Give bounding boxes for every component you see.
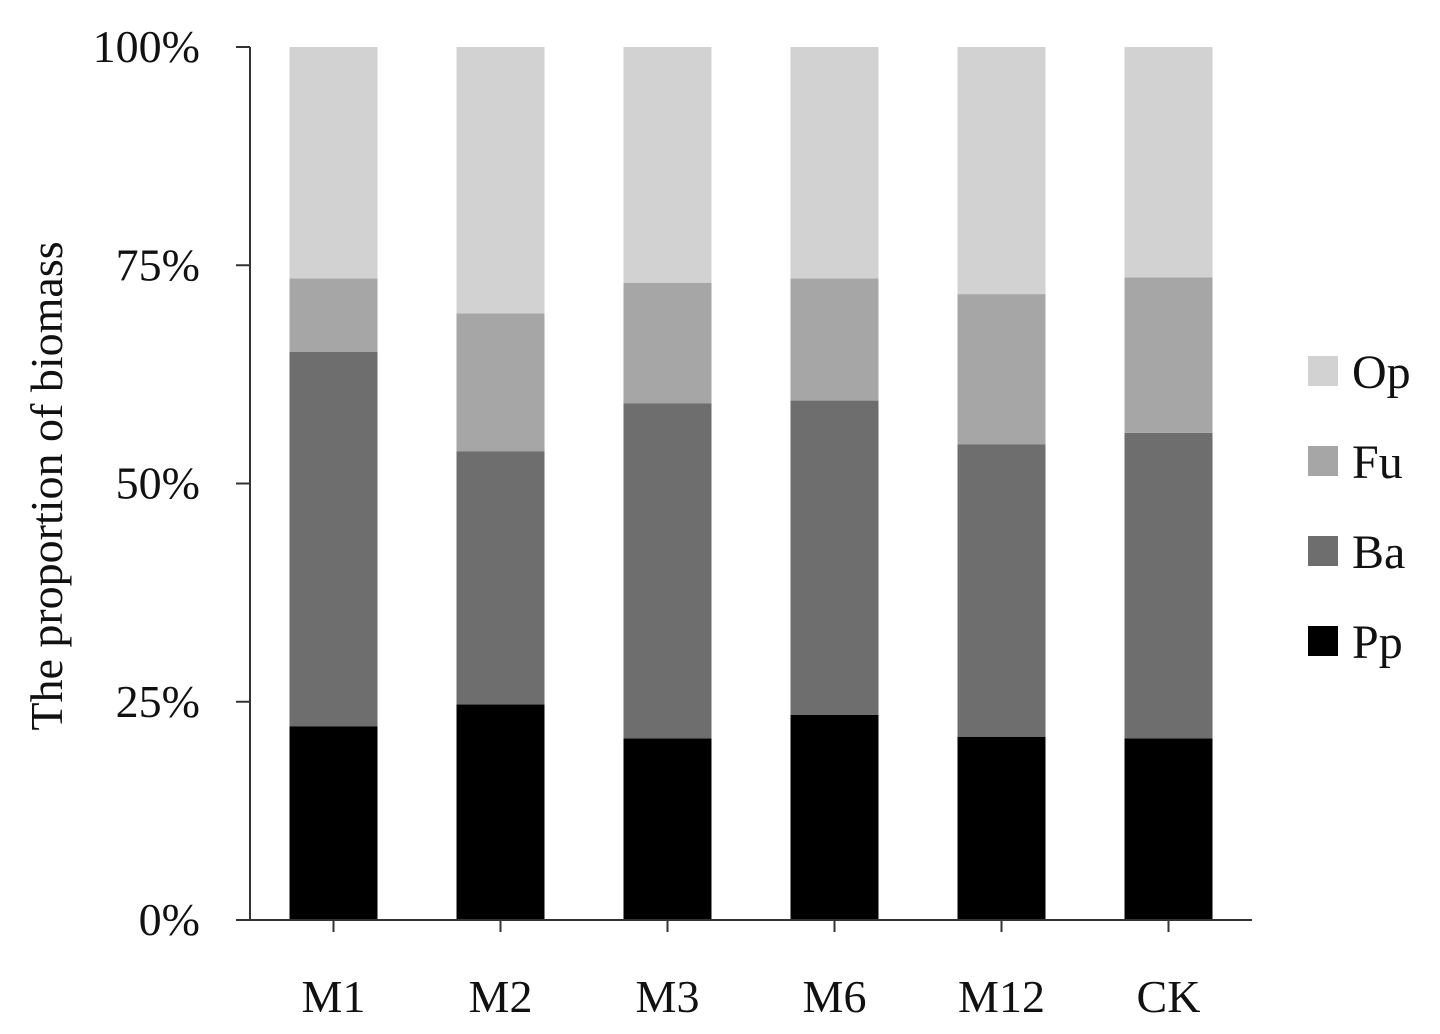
bar-m2-fu <box>456 313 545 452</box>
legend-swatch-ba <box>1308 536 1338 566</box>
bar-m12-pp <box>957 736 1046 920</box>
bar-m6-ba <box>790 400 879 715</box>
legend-swatch-fu <box>1308 446 1338 476</box>
bar-m1-pp <box>289 726 378 920</box>
bar-m12-op <box>957 47 1046 295</box>
bar-ck-pp <box>1124 738 1213 920</box>
bar-m1-ba <box>289 351 378 727</box>
legend-label-fu: Fu <box>1352 436 1403 489</box>
legend-label-ba: Ba <box>1352 526 1405 579</box>
x-tick-label-m3: M3 <box>636 971 700 1022</box>
bar-m12-ba <box>957 444 1046 737</box>
bar-m2-ba <box>456 451 545 705</box>
bar-m1-op <box>289 47 378 279</box>
legend: Op Fu Ba Pp <box>1308 346 1411 669</box>
x-tick-label-m1: M1 <box>302 971 366 1022</box>
y-tick-label-100: 100% <box>93 21 200 72</box>
bars-group <box>289 47 1213 920</box>
bar-m6-fu <box>790 278 879 401</box>
x-tick-label-ck: CK <box>1137 971 1201 1022</box>
y-tick-label-25: 25% <box>116 676 200 727</box>
x-tick-label-m12: M12 <box>958 971 1045 1022</box>
y-tick-label-75: 75% <box>116 239 200 290</box>
legend-swatch-pp <box>1308 626 1338 656</box>
legend-label-pp: Pp <box>1352 616 1403 669</box>
bar-m3-op <box>623 47 712 283</box>
y-tick-label-50: 50% <box>116 458 200 509</box>
legend-label-op: Op <box>1352 346 1411 399</box>
bar-m6-pp <box>790 714 879 920</box>
bar-m2-op <box>456 47 545 314</box>
x-tick-label-m2: M2 <box>469 971 533 1022</box>
y-tick-label-0: 0% <box>139 894 200 945</box>
bar-m3-pp <box>623 738 712 920</box>
bar-m3-fu <box>623 282 712 404</box>
y-axis-title: The proportion of biomass <box>21 241 72 730</box>
bar-ck-fu <box>1124 277 1213 433</box>
bar-m12-fu <box>957 294 1046 445</box>
bar-m1-fu <box>289 278 378 352</box>
axes-group: M1 M2 M3 M6 M12 CK 0% 25% 50% 75% 100% <box>93 21 1252 1022</box>
bar-m6-op <box>790 47 879 279</box>
x-tick-label-m6: M6 <box>803 971 867 1022</box>
bar-m3-ba <box>623 403 712 739</box>
bar-m2-pp <box>456 704 545 920</box>
bar-ck-op <box>1124 47 1213 278</box>
legend-swatch-op <box>1308 356 1338 386</box>
bar-ck-ba <box>1124 432 1213 739</box>
